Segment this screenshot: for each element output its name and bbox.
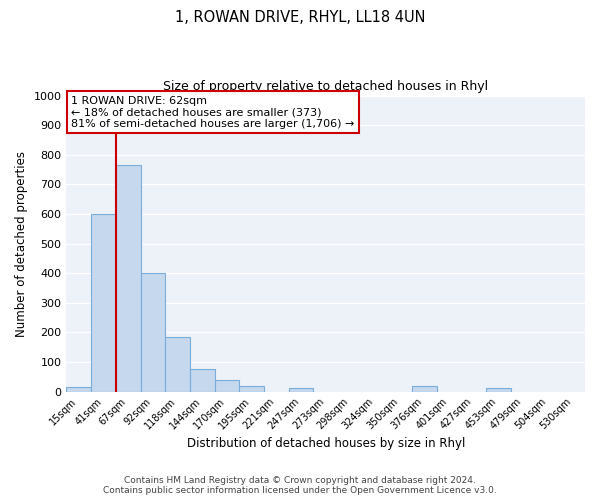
Bar [165, 337, 190, 392]
X-axis label: Distribution of detached houses by size in Rhyl: Distribution of detached houses by size … [187, 437, 465, 450]
Bar [116, 165, 140, 392]
Bar [486, 388, 511, 392]
Bar [215, 380, 239, 392]
Bar [140, 273, 165, 392]
Y-axis label: Number of detached properties: Number of detached properties [15, 150, 28, 336]
Text: Contains HM Land Registry data © Crown copyright and database right 2024.
Contai: Contains HM Land Registry data © Crown c… [103, 476, 497, 495]
Bar [190, 370, 215, 392]
Title: Size of property relative to detached houses in Rhyl: Size of property relative to detached ho… [163, 80, 488, 93]
Bar [239, 386, 264, 392]
Text: 1 ROWAN DRIVE: 62sqm
← 18% of detached houses are smaller (373)
81% of semi-deta: 1 ROWAN DRIVE: 62sqm ← 18% of detached h… [71, 96, 355, 129]
Bar [289, 388, 313, 392]
Bar [91, 214, 116, 392]
Bar [67, 387, 91, 392]
Text: 1, ROWAN DRIVE, RHYL, LL18 4UN: 1, ROWAN DRIVE, RHYL, LL18 4UN [175, 10, 425, 25]
Bar [412, 386, 437, 392]
